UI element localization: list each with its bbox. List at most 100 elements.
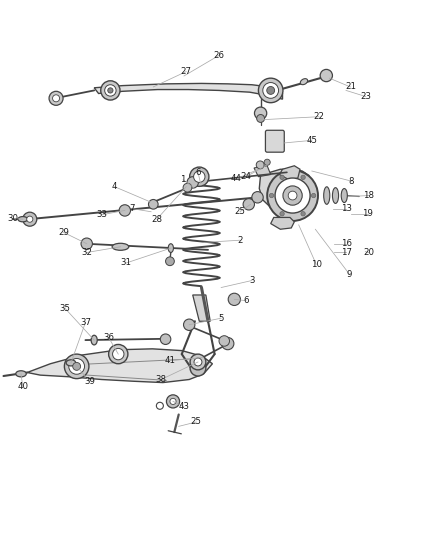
Ellipse shape — [168, 244, 173, 253]
Circle shape — [166, 395, 180, 408]
Circle shape — [53, 95, 60, 102]
Text: 41: 41 — [164, 356, 176, 365]
Circle shape — [219, 336, 230, 346]
Circle shape — [160, 334, 171, 344]
Text: 16: 16 — [340, 239, 352, 248]
Circle shape — [267, 86, 275, 94]
Circle shape — [288, 191, 297, 200]
Circle shape — [222, 337, 234, 350]
Circle shape — [254, 107, 267, 119]
Circle shape — [258, 78, 283, 103]
Circle shape — [190, 360, 206, 376]
Polygon shape — [279, 166, 300, 180]
Circle shape — [275, 178, 310, 213]
Circle shape — [81, 238, 92, 249]
Polygon shape — [271, 217, 294, 229]
Polygon shape — [193, 295, 210, 321]
Text: 23: 23 — [360, 92, 371, 101]
Circle shape — [170, 398, 176, 405]
Text: 39: 39 — [85, 377, 95, 386]
Polygon shape — [254, 166, 271, 177]
Text: 26: 26 — [213, 51, 225, 60]
Polygon shape — [259, 169, 312, 217]
Circle shape — [183, 183, 192, 192]
Text: 7: 7 — [130, 204, 135, 213]
Circle shape — [184, 319, 195, 330]
Text: 24: 24 — [240, 172, 252, 181]
Text: 36: 36 — [103, 333, 114, 342]
Text: 28: 28 — [151, 215, 162, 224]
FancyBboxPatch shape — [265, 130, 284, 152]
Circle shape — [257, 115, 265, 123]
Circle shape — [119, 205, 131, 216]
Circle shape — [311, 193, 316, 198]
Circle shape — [148, 199, 158, 209]
Circle shape — [64, 354, 89, 378]
Circle shape — [23, 212, 37, 226]
Circle shape — [113, 349, 124, 360]
Text: 22: 22 — [313, 112, 325, 121]
Circle shape — [280, 212, 284, 216]
Ellipse shape — [91, 335, 97, 345]
Text: 18: 18 — [363, 191, 374, 200]
Text: 9: 9 — [347, 270, 352, 279]
Circle shape — [280, 175, 284, 180]
Ellipse shape — [18, 216, 28, 222]
Ellipse shape — [341, 189, 347, 203]
Text: 32: 32 — [81, 248, 92, 257]
Ellipse shape — [300, 79, 307, 85]
Text: 19: 19 — [363, 209, 373, 219]
Circle shape — [283, 186, 302, 205]
Text: 17: 17 — [340, 248, 352, 257]
Text: 3: 3 — [249, 276, 254, 285]
Circle shape — [263, 83, 279, 98]
Circle shape — [267, 170, 318, 221]
Circle shape — [301, 175, 305, 180]
Text: 20: 20 — [363, 248, 374, 257]
Text: 30: 30 — [7, 214, 19, 223]
Circle shape — [264, 159, 270, 165]
Ellipse shape — [112, 243, 129, 251]
Text: 43: 43 — [178, 402, 190, 411]
Circle shape — [49, 91, 63, 106]
Text: 40: 40 — [17, 383, 28, 391]
Text: 10: 10 — [311, 260, 322, 269]
Text: 25: 25 — [191, 417, 202, 426]
Circle shape — [190, 167, 209, 187]
Ellipse shape — [66, 360, 76, 366]
Circle shape — [190, 354, 206, 370]
Text: 38: 38 — [155, 375, 167, 384]
Circle shape — [109, 344, 128, 364]
Text: 5: 5 — [219, 314, 224, 322]
Text: 45: 45 — [306, 136, 318, 145]
Circle shape — [194, 358, 202, 366]
Circle shape — [320, 69, 332, 82]
Polygon shape — [27, 349, 212, 383]
Text: 29: 29 — [58, 228, 69, 237]
Ellipse shape — [332, 188, 339, 204]
Text: 4: 4 — [112, 182, 117, 191]
Circle shape — [73, 362, 81, 370]
Text: 37: 37 — [80, 318, 91, 327]
Text: 1: 1 — [180, 175, 186, 184]
Text: 2: 2 — [237, 236, 243, 245]
Polygon shape — [94, 84, 283, 99]
Text: 33: 33 — [96, 211, 107, 219]
Ellipse shape — [324, 187, 330, 204]
Circle shape — [269, 193, 274, 198]
Circle shape — [252, 191, 263, 203]
Circle shape — [228, 293, 240, 305]
Text: 35: 35 — [59, 304, 71, 313]
Text: 13: 13 — [340, 204, 352, 213]
Circle shape — [105, 85, 116, 96]
Circle shape — [27, 216, 33, 222]
Circle shape — [69, 359, 85, 374]
Circle shape — [166, 257, 174, 265]
Circle shape — [187, 177, 198, 188]
Circle shape — [101, 81, 120, 100]
Text: 8: 8 — [349, 176, 354, 185]
Text: 31: 31 — [120, 259, 132, 268]
Circle shape — [108, 88, 113, 93]
Circle shape — [243, 199, 254, 210]
Circle shape — [301, 212, 305, 216]
